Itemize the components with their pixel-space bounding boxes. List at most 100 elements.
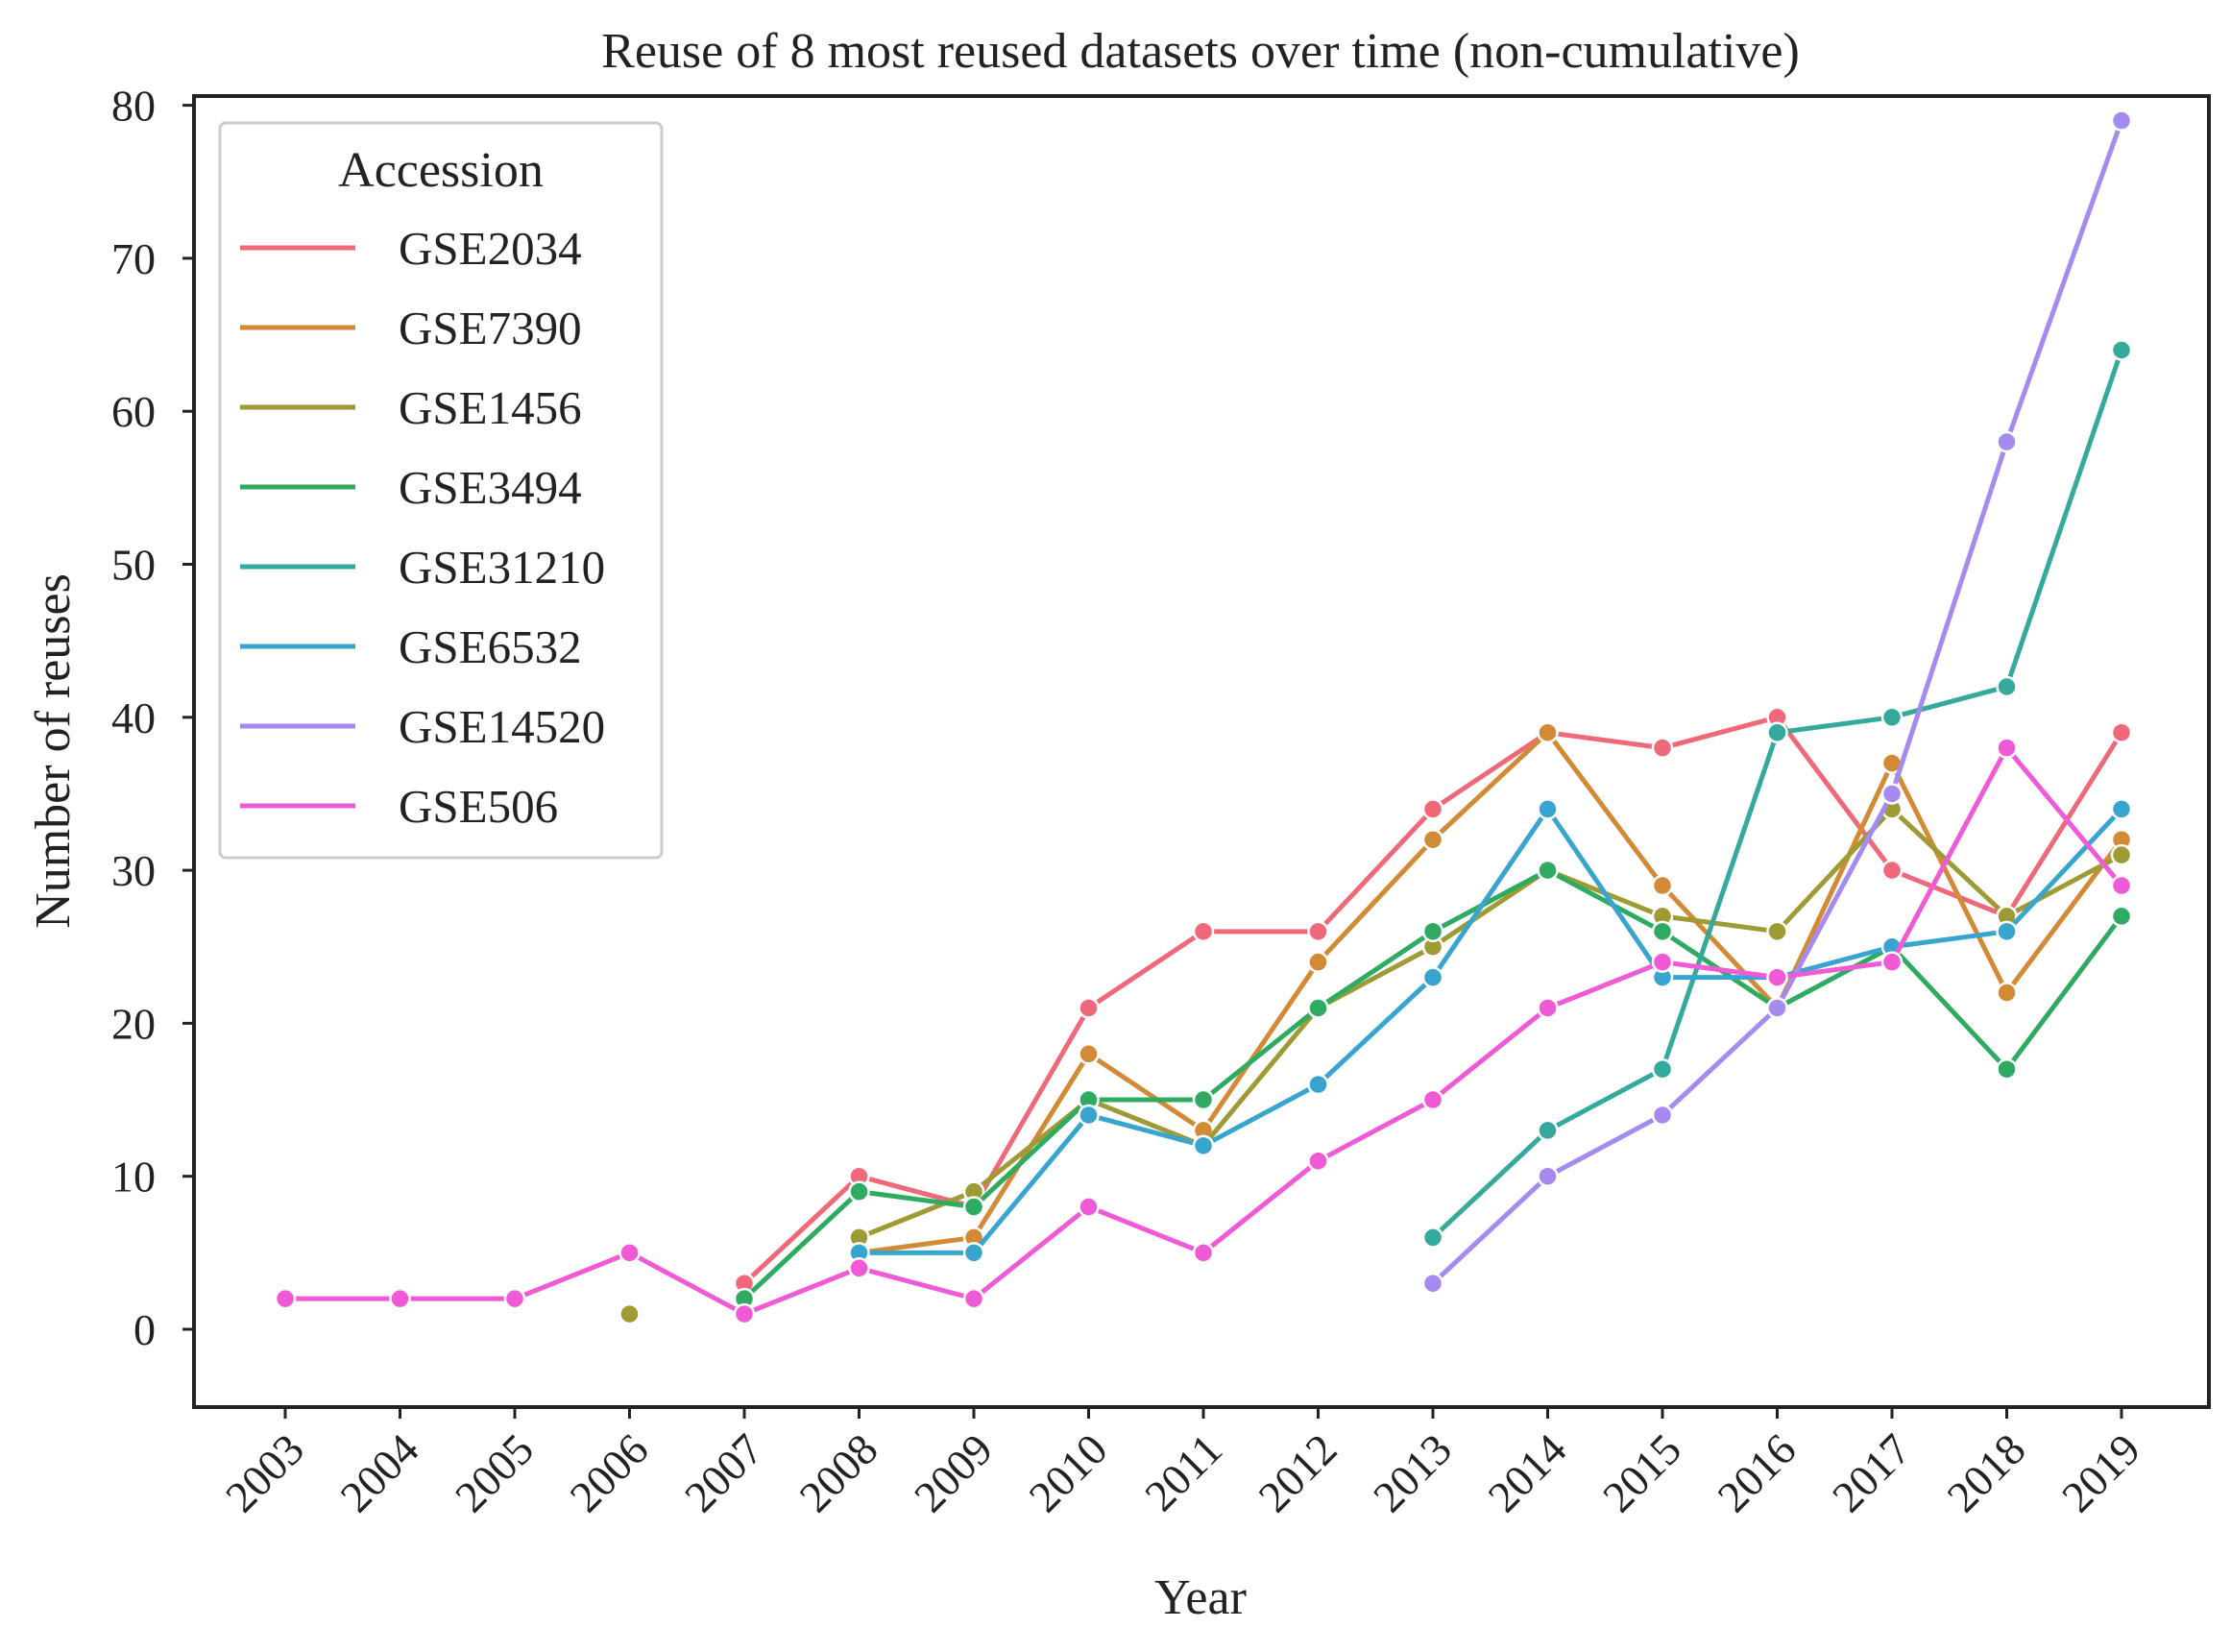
data-point bbox=[2110, 721, 2133, 743]
data-point bbox=[1421, 1088, 1444, 1111]
y-tick-label: 20 bbox=[111, 999, 156, 1048]
data-point bbox=[1766, 920, 1788, 943]
series-line bbox=[1431, 349, 2124, 1240]
series-GSE1456 bbox=[618, 798, 2133, 1325]
series-GSE31210 bbox=[1421, 339, 2133, 1249]
data-point bbox=[1307, 1073, 1329, 1096]
y-tick-label: 80 bbox=[111, 82, 156, 131]
y-axis: 0 10 20 30 40 50 60 70 80 bbox=[111, 82, 194, 1354]
data-point bbox=[962, 1287, 985, 1310]
data-point bbox=[1651, 1057, 1674, 1081]
x-tick-label: 2019 bbox=[2052, 1424, 2149, 1521]
data-point bbox=[1078, 1104, 1100, 1127]
data-point bbox=[1307, 997, 1329, 1019]
legend-label: GSE14520 bbox=[399, 700, 605, 753]
x-tick-label: 2009 bbox=[905, 1424, 1002, 1521]
legend-label: GSE6532 bbox=[399, 620, 582, 673]
data-point bbox=[1421, 1227, 1444, 1249]
data-point bbox=[1996, 982, 2018, 1004]
data-point bbox=[1766, 997, 1788, 1019]
data-point bbox=[1421, 920, 1444, 943]
data-point bbox=[1537, 1119, 1559, 1142]
data-point bbox=[2110, 843, 2133, 866]
x-tick-label: 2005 bbox=[446, 1424, 543, 1521]
data-point bbox=[1880, 859, 1904, 882]
y-tick-label: 60 bbox=[111, 387, 156, 436]
data-point bbox=[1996, 675, 2018, 698]
data-point bbox=[1537, 859, 1559, 882]
data-point bbox=[848, 1257, 870, 1279]
data-point bbox=[1996, 1057, 2018, 1081]
data-point bbox=[1421, 966, 1444, 988]
legend-label: GSE7390 bbox=[399, 302, 582, 354]
series-line bbox=[859, 730, 2123, 1255]
data-point bbox=[1307, 920, 1329, 943]
series-GSE14520 bbox=[1421, 109, 2133, 1295]
legend-label: GSE506 bbox=[399, 780, 558, 833]
data-point bbox=[1192, 1088, 1215, 1111]
data-point bbox=[1880, 706, 1904, 729]
data-point bbox=[1651, 737, 1674, 759]
data-point bbox=[1996, 920, 2018, 943]
legend-box bbox=[218, 121, 664, 860]
x-tick-label: 2008 bbox=[789, 1424, 886, 1521]
data-point bbox=[1192, 1242, 1215, 1264]
series-line bbox=[1431, 119, 2124, 1286]
legend-label: GSE3494 bbox=[399, 461, 582, 514]
y-tick-label: 40 bbox=[111, 693, 156, 742]
data-point bbox=[2110, 905, 2133, 928]
x-tick-label: 2016 bbox=[1708, 1424, 1805, 1521]
y-tick-label: 0 bbox=[133, 1305, 156, 1354]
data-point bbox=[1537, 721, 1559, 743]
x-tick-label: 2015 bbox=[1593, 1424, 1690, 1521]
data-point bbox=[1307, 1150, 1329, 1173]
x-tick-label: 2003 bbox=[216, 1424, 313, 1521]
data-point bbox=[1651, 920, 1674, 943]
data-point bbox=[1880, 783, 1904, 805]
data-point bbox=[1651, 1104, 1674, 1127]
legend: Accession GSE2034GSE7390GSE1456GSE3494GS… bbox=[218, 121, 664, 860]
data-point bbox=[1421, 798, 1444, 820]
data-point bbox=[1880, 951, 1904, 973]
series-GSE6532 bbox=[848, 798, 2133, 1264]
data-point bbox=[1766, 966, 1788, 988]
data-point bbox=[1537, 1165, 1559, 1187]
x-tick-label: 2012 bbox=[1249, 1424, 1346, 1521]
series-line bbox=[859, 806, 2123, 1255]
data-point bbox=[2110, 109, 2133, 132]
legend-label: GSE2034 bbox=[399, 222, 582, 275]
series-GSE506 bbox=[274, 737, 2133, 1325]
data-point bbox=[1078, 1043, 1100, 1065]
series-line bbox=[858, 806, 2123, 1240]
legend-label: GSE31210 bbox=[399, 541, 605, 594]
data-point bbox=[1421, 828, 1444, 851]
data-point bbox=[1651, 951, 1674, 973]
data-point bbox=[1078, 997, 1100, 1019]
data-point bbox=[1537, 997, 1559, 1019]
y-tick-label: 70 bbox=[111, 234, 156, 283]
x-axis: 2003 2004 2005 2006 2007 2008 2009 2010 2011 2012… bbox=[216, 1407, 2149, 1521]
chart-title: Reuse of 8 most reused datasets over tim… bbox=[601, 24, 1800, 79]
plot-area bbox=[274, 109, 2133, 1325]
legend-label: GSE1456 bbox=[399, 381, 582, 434]
x-tick-label: 2004 bbox=[330, 1424, 427, 1521]
x-axis-label: Year bbox=[1154, 1570, 1247, 1625]
data-point bbox=[2110, 339, 2133, 361]
data-point bbox=[1421, 1272, 1444, 1295]
x-tick-label: 2013 bbox=[1364, 1424, 1461, 1521]
x-tick-label: 2010 bbox=[1019, 1424, 1116, 1521]
data-point bbox=[1996, 737, 2018, 759]
data-point bbox=[962, 1196, 985, 1218]
data-point bbox=[962, 1242, 985, 1264]
data-point bbox=[1651, 874, 1674, 897]
x-tick-label: 2017 bbox=[1823, 1424, 1920, 1521]
data-point bbox=[503, 1287, 526, 1310]
data-point bbox=[2110, 874, 2133, 897]
data-point bbox=[1192, 1134, 1215, 1157]
data-point bbox=[389, 1287, 411, 1310]
data-point bbox=[2110, 798, 2133, 820]
data-point bbox=[618, 1302, 641, 1325]
x-tick-label: 2018 bbox=[1937, 1424, 2034, 1521]
data-point bbox=[1766, 721, 1788, 743]
